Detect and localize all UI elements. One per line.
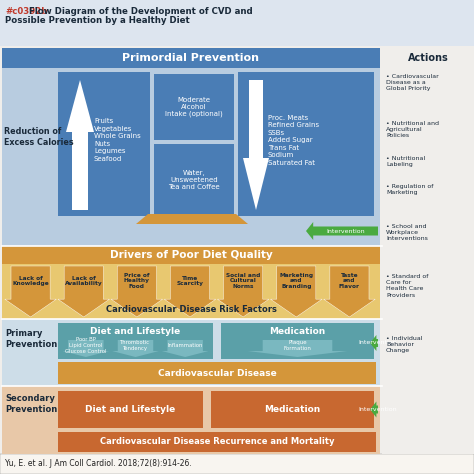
- Polygon shape: [111, 266, 163, 317]
- Polygon shape: [136, 214, 248, 224]
- Text: Moderate
Alcohol
Intake (optional): Moderate Alcohol Intake (optional): [165, 97, 223, 117]
- Polygon shape: [324, 266, 375, 317]
- Bar: [154, 74, 234, 140]
- Bar: [2, 48, 380, 68]
- Text: Proc. Meats
Refined Grains
SSBs
Added Sugar
Trans Fat
Sodium
Saturated Fat: Proc. Meats Refined Grains SSBs Added Su…: [268, 115, 319, 165]
- Bar: [221, 323, 374, 359]
- Bar: [58, 432, 376, 452]
- Bar: [58, 323, 213, 359]
- Text: Cardiovascular Disease Risk Factors: Cardiovascular Disease Risk Factors: [106, 306, 276, 315]
- Text: Cardiovascular Disease Recurrence and Mortality: Cardiovascular Disease Recurrence and Mo…: [100, 438, 334, 447]
- Text: Primary
Prevention: Primary Prevention: [5, 329, 57, 349]
- Bar: [2, 319, 380, 386]
- Text: Price of
Healthy
Food: Price of Healthy Food: [124, 273, 150, 289]
- Text: Poor BP
Lipid Control
Glucose Control: Poor BP Lipid Control Glucose Control: [65, 337, 107, 354]
- Polygon shape: [306, 222, 378, 240]
- Bar: [58, 391, 203, 428]
- Text: Possible Prevention by a Healthy Diet: Possible Prevention by a Healthy Diet: [5, 16, 190, 25]
- Text: Thrombotic
Tendency: Thrombotic Tendency: [120, 340, 151, 351]
- Polygon shape: [112, 340, 159, 357]
- Bar: [58, 362, 376, 384]
- Text: Drivers of Poor Diet Quality: Drivers of Poor Diet Quality: [109, 250, 273, 260]
- Bar: [0, 454, 474, 474]
- Polygon shape: [218, 266, 269, 317]
- Text: • Cardiovascular
Disease as a
Global Priority: • Cardiovascular Disease as a Global Pri…: [386, 74, 439, 91]
- Bar: [154, 144, 234, 216]
- Text: Taste
and
Flavor: Taste and Flavor: [339, 273, 360, 289]
- Text: Diet and Lifestyle: Diet and Lifestyle: [91, 328, 181, 337]
- Text: Intervention: Intervention: [358, 340, 397, 346]
- Text: Medication: Medication: [264, 405, 320, 414]
- Polygon shape: [271, 266, 322, 317]
- Polygon shape: [5, 266, 56, 317]
- Text: • Standard of
Care for
Health Care
Providers: • Standard of Care for Health Care Provi…: [386, 274, 428, 298]
- Text: Flow Diagram of the Development of CVD and: Flow Diagram of the Development of CVD a…: [29, 7, 253, 16]
- Text: Fruits
Vegetables
Whole Grains
Nuts
Legumes
Seafood: Fruits Vegetables Whole Grains Nuts Legu…: [94, 118, 141, 162]
- Bar: [58, 72, 150, 216]
- Text: #c0392b: #c0392b: [5, 7, 47, 16]
- Text: Yu, E. et al. J Am Coll Cardiol. 2018;72(8):914-26.: Yu, E. et al. J Am Coll Cardiol. 2018;72…: [5, 459, 192, 468]
- Text: Primordial Prevention: Primordial Prevention: [122, 53, 259, 63]
- Polygon shape: [248, 340, 347, 357]
- Text: • Regulation of
Marketing: • Regulation of Marketing: [386, 184, 433, 195]
- Polygon shape: [162, 340, 209, 357]
- Bar: [2, 246, 380, 264]
- Bar: [0, 0, 474, 46]
- Bar: [238, 72, 374, 216]
- Text: Time
Scarcity: Time Scarcity: [176, 275, 203, 286]
- Text: Medication: Medication: [269, 328, 326, 337]
- Text: Secondary
Prevention: Secondary Prevention: [5, 394, 57, 414]
- Text: Intervention: Intervention: [358, 407, 397, 412]
- Text: Actions: Actions: [408, 53, 448, 63]
- Text: Inflammation: Inflammation: [167, 343, 203, 348]
- Polygon shape: [370, 401, 378, 418]
- Text: Lack of
Knowledge: Lack of Knowledge: [12, 275, 49, 286]
- Bar: [2, 386, 380, 454]
- Bar: [211, 391, 374, 428]
- Text: Marketing
and
Branding: Marketing and Branding: [279, 273, 313, 289]
- Bar: [382, 46, 474, 454]
- Text: • Nutritional and
Agricultural
Policies: • Nutritional and Agricultural Policies: [386, 121, 439, 138]
- Polygon shape: [243, 80, 269, 210]
- Text: Social and
Cultural
Norms: Social and Cultural Norms: [226, 273, 260, 289]
- Polygon shape: [63, 340, 109, 357]
- Text: • Nutritional
Labeling: • Nutritional Labeling: [386, 156, 425, 167]
- Bar: [2, 246, 380, 319]
- Text: • Individual
Behavior
Change: • Individual Behavior Change: [386, 336, 422, 354]
- Polygon shape: [370, 335, 378, 351]
- Text: • School and
Workplace
Interventions: • School and Workplace Interventions: [386, 224, 428, 241]
- Bar: [2, 48, 380, 246]
- Text: Cardiovascular Disease: Cardiovascular Disease: [158, 368, 276, 377]
- Text: Water,
Unsweetened
Tea and Coffee: Water, Unsweetened Tea and Coffee: [168, 170, 220, 190]
- Text: Lack of
Availability: Lack of Availability: [65, 275, 102, 286]
- Text: Plaque
Formation: Plaque Formation: [283, 340, 311, 351]
- Text: Intervention: Intervention: [326, 228, 365, 234]
- Text: Diet and Lifestyle: Diet and Lifestyle: [85, 405, 176, 414]
- Text: Reduction of
Excess Calories: Reduction of Excess Calories: [4, 127, 73, 147]
- Polygon shape: [164, 266, 216, 317]
- Polygon shape: [58, 266, 109, 317]
- Polygon shape: [66, 80, 94, 210]
